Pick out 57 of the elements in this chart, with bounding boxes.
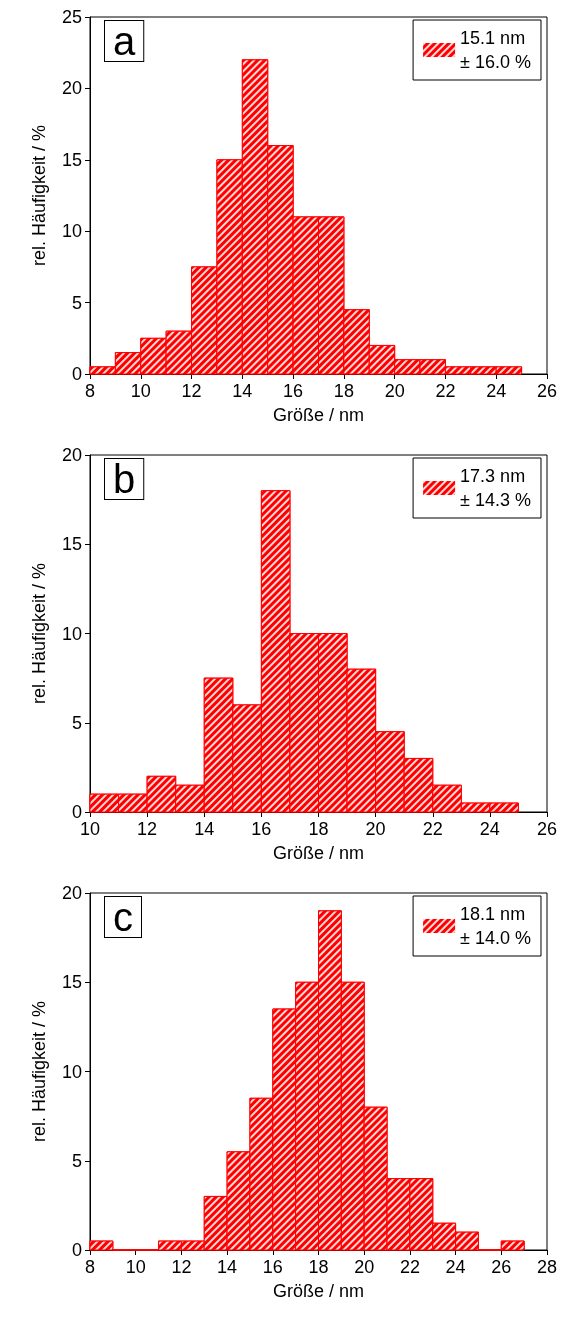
x-tick-label: 22 — [422, 819, 443, 839]
x-tick-label: 10 — [125, 1257, 146, 1277]
x-tick-label: 26 — [491, 1257, 512, 1277]
x-tick-label: 14 — [194, 819, 215, 839]
x-tick-label: 24 — [445, 1257, 466, 1277]
legend-label: 17.3 nm ± 14.3 % — [460, 466, 531, 510]
annotation: c — [113, 895, 133, 939]
x-tick-label: 28 — [536, 1257, 558, 1277]
x-tick-label: 8 — [84, 1257, 96, 1277]
x-axis-title: Größe / nm — [272, 1281, 365, 1301]
y-tick-label: 15 — [61, 972, 82, 993]
y-tick-label: 20 — [61, 883, 82, 903]
x-tick-label: 12 — [137, 819, 158, 839]
y-tick-label: 15 — [61, 534, 82, 555]
legend-label: 15.1 nm ± 16.0 % — [460, 28, 531, 72]
y-tick-label: 5 — [71, 712, 82, 733]
x-tick-label: 16 — [262, 1257, 283, 1277]
x-tick-label: 18 — [308, 819, 329, 839]
annotation: a — [113, 19, 136, 63]
y-tick-label: 20 — [61, 445, 82, 465]
y-tick-label: 5 — [71, 1150, 82, 1171]
x-tick-label: 12 — [181, 381, 202, 401]
x-tick-label: 24 — [479, 819, 500, 839]
y-tick-label: 5 — [71, 292, 82, 313]
y-tick-label: 10 — [61, 221, 82, 242]
x-axis-title: Größe / nm — [272, 405, 365, 425]
x-tick-label: 20 — [365, 819, 386, 839]
annotation: b — [113, 457, 136, 501]
x-tick-label: 14 — [232, 381, 253, 401]
y-tick-label: 20 — [61, 78, 82, 99]
legend-label: 18.1 nm ± 14.0 % — [460, 904, 531, 948]
y-tick-label: 10 — [61, 623, 82, 644]
y-axis-title: rel. Häufigkeit / % — [29, 124, 49, 267]
y-tick-label: 0 — [71, 364, 82, 384]
y-tick-label: 0 — [71, 1240, 82, 1260]
x-tick-label: 22 — [435, 381, 456, 401]
x-tick-label: 18 — [333, 381, 354, 401]
x-tick-label: 14 — [217, 1257, 238, 1277]
x-tick-label: 10 — [130, 381, 151, 401]
x-tick-label: 8 — [84, 381, 96, 401]
y-tick-label: 15 — [61, 149, 82, 170]
x-tick-label: 16 — [283, 381, 304, 401]
x-axis-title: Größe / nm — [272, 843, 365, 863]
y-tick-label: 0 — [71, 802, 82, 822]
y-tick-label: 10 — [61, 1061, 82, 1082]
x-tick-label: 20 — [354, 1257, 375, 1277]
x-tick-label: 24 — [486, 381, 507, 401]
x-tick-label: 18 — [308, 1257, 329, 1277]
y-axis-title: rel. Häufigkeit / % — [29, 562, 49, 705]
y-tick-label: 25 — [61, 7, 82, 27]
y-axis-title: rel. Häufigkeit / % — [29, 1000, 49, 1143]
x-tick-label: 12 — [171, 1257, 192, 1277]
x-tick-label: 20 — [384, 381, 405, 401]
x-tick-label: 22 — [399, 1257, 420, 1277]
x-tick-label: 16 — [251, 819, 272, 839]
x-tick-label: 26 — [536, 381, 558, 401]
x-tick-label: 26 — [536, 819, 558, 839]
